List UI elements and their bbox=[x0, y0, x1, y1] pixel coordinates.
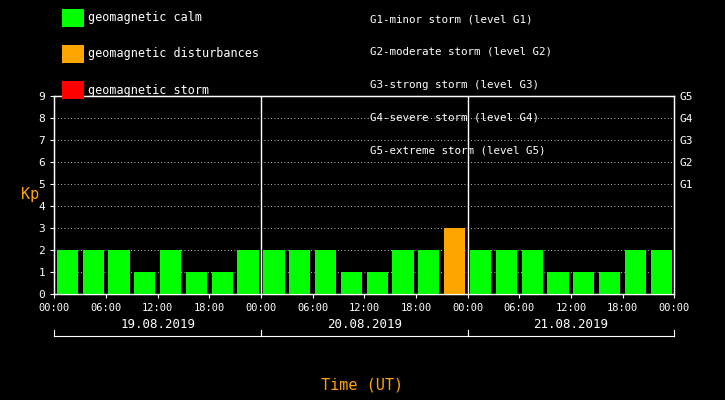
Bar bbox=[367, 272, 388, 294]
Bar bbox=[651, 250, 672, 294]
Text: G5-extreme storm (level G5): G5-extreme storm (level G5) bbox=[370, 145, 545, 155]
Bar bbox=[186, 272, 207, 294]
Text: 20.08.2019: 20.08.2019 bbox=[327, 318, 402, 330]
Text: geomagnetic disturbances: geomagnetic disturbances bbox=[88, 48, 259, 60]
Bar bbox=[470, 250, 491, 294]
Text: geomagnetic storm: geomagnetic storm bbox=[88, 84, 209, 96]
Bar bbox=[573, 272, 594, 294]
Bar bbox=[263, 250, 284, 294]
Bar bbox=[160, 250, 181, 294]
Bar bbox=[289, 250, 310, 294]
Bar bbox=[108, 250, 130, 294]
Bar bbox=[444, 228, 465, 294]
Bar bbox=[238, 250, 259, 294]
Bar bbox=[599, 272, 621, 294]
Bar bbox=[392, 250, 414, 294]
Bar bbox=[496, 250, 517, 294]
Bar bbox=[547, 272, 568, 294]
Bar bbox=[57, 250, 78, 294]
Bar bbox=[315, 250, 336, 294]
Bar bbox=[418, 250, 439, 294]
Text: 21.08.2019: 21.08.2019 bbox=[534, 318, 608, 330]
Bar bbox=[521, 250, 543, 294]
Text: 19.08.2019: 19.08.2019 bbox=[120, 318, 195, 330]
Bar bbox=[341, 272, 362, 294]
Text: G1-minor storm (level G1): G1-minor storm (level G1) bbox=[370, 14, 532, 24]
Text: geomagnetic calm: geomagnetic calm bbox=[88, 12, 202, 24]
Y-axis label: Kp: Kp bbox=[21, 188, 39, 202]
Bar bbox=[83, 250, 104, 294]
Text: G2-moderate storm (level G2): G2-moderate storm (level G2) bbox=[370, 47, 552, 57]
Bar bbox=[134, 272, 155, 294]
Text: G3-strong storm (level G3): G3-strong storm (level G3) bbox=[370, 80, 539, 90]
Bar bbox=[212, 272, 233, 294]
Text: Time (UT): Time (UT) bbox=[321, 377, 404, 392]
Bar bbox=[625, 250, 646, 294]
Text: G4-severe storm (level G4): G4-severe storm (level G4) bbox=[370, 112, 539, 122]
